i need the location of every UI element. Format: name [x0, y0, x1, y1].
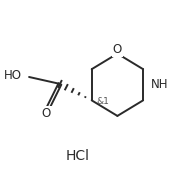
Text: HCl: HCl [66, 149, 90, 163]
Text: HO: HO [4, 69, 22, 82]
Text: &1: &1 [96, 97, 109, 106]
Text: NH: NH [151, 78, 168, 91]
Text: O: O [42, 107, 51, 120]
Text: O: O [113, 43, 122, 56]
